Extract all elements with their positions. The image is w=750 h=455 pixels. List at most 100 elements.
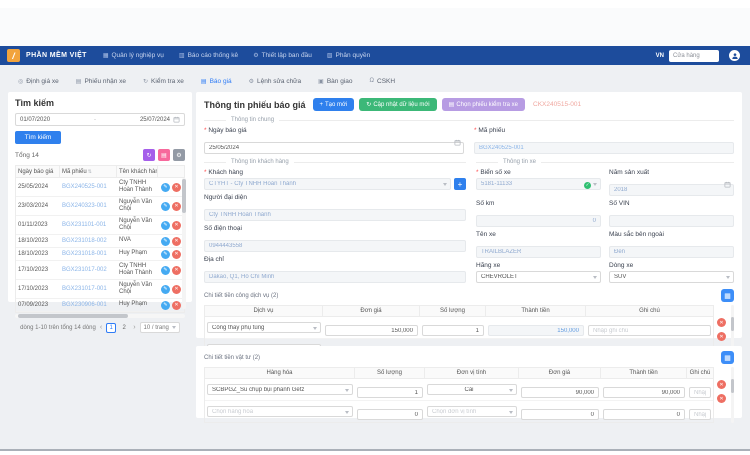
date-range-picker[interactable]: 01/07/2020 - 25/07/2024 xyxy=(15,113,185,126)
add-service-row-button[interactable]: ▦ xyxy=(721,289,734,302)
vehicle-line-select[interactable]: SUV xyxy=(609,271,734,283)
service-qty-input[interactable] xyxy=(422,325,484,336)
menu-item-business[interactable]: ▦ Quản lý nghiệp vụ xyxy=(103,52,164,59)
quote-row[interactable]: 17/10/2023 BGX231017-002 Cty TNHH Hoàn T… xyxy=(16,261,184,280)
quote-row[interactable]: 07/09/2023 BGX230906-001 Huy Phạm ✎ ✕ xyxy=(16,299,184,312)
quote-code-link[interactable]: BGX231018-001 xyxy=(62,251,107,257)
table-icon: ▦ xyxy=(724,354,731,362)
quotes-table: Ngày báo giá Mã phiếu ⇅ Tên khách hàng 25… xyxy=(15,165,186,318)
service-select[interactable]: Công thay phụ tùng xyxy=(207,322,321,333)
reload-icon: ↻ xyxy=(366,102,372,108)
vertical-scrollbar[interactable] xyxy=(182,178,186,309)
tab-phieu-nhan-xe[interactable]: ▤ Phiếu nhận xe xyxy=(76,78,126,85)
menu-item-permissions[interactable]: ▧ Phân quyền xyxy=(327,52,370,59)
scrollbar-thumb[interactable] xyxy=(182,179,186,213)
delete-button[interactable]: ✕ xyxy=(172,201,181,211)
add-part-row-button[interactable]: ▦ xyxy=(721,351,734,364)
quote-row[interactable]: 01/11/2023 BGX231101-001 Nguyễn Văn Chội… xyxy=(16,216,184,235)
part-note-input[interactable] xyxy=(689,409,711,420)
delete-button[interactable]: ✕ xyxy=(172,182,181,192)
quote-date-input[interactable] xyxy=(204,142,464,154)
menu-item-setup[interactable]: ⚙ Thiết lập ban đầu xyxy=(253,52,312,59)
scrollbar-thumb[interactable] xyxy=(18,314,128,318)
quote-code-link[interactable]: BGX231017-001 xyxy=(62,286,107,292)
edit-button[interactable]: ✎ xyxy=(161,300,170,310)
vin-label: Số VIN xyxy=(609,200,630,207)
edit-button[interactable]: ✎ xyxy=(161,236,170,246)
delete-service-row-button[interactable]: ✕ xyxy=(717,318,726,327)
delete-button[interactable]: ✕ xyxy=(172,249,181,259)
tab-lenh-sua-chua[interactable]: ⚙ Lệnh sửa chữa xyxy=(249,78,302,85)
quote-code-link[interactable]: BGX230906-001 xyxy=(62,302,107,308)
brand-select[interactable]: CHEVROLET xyxy=(476,271,601,283)
service-note-input[interactable] xyxy=(588,325,711,336)
quote-code-link[interactable]: BGX240323-001 xyxy=(62,203,107,209)
tab-kiem-tra-xe[interactable]: ↻ Kiểm tra xe xyxy=(143,78,184,85)
quote-row[interactable]: 23/03/2024 BGX240323-001 Nguyễn Văn Chội… xyxy=(16,197,184,216)
scrollbar-thumb[interactable] xyxy=(731,317,734,331)
quote-code-link[interactable]: BGX240525-001 xyxy=(62,184,107,190)
edit-button[interactable]: ✎ xyxy=(161,265,170,275)
plate-select[interactable]: 5181-11133 ✓ xyxy=(476,178,601,190)
delete-button[interactable]: ✕ xyxy=(172,220,181,230)
scrollbar-thumb[interactable] xyxy=(731,379,734,393)
tab-bao-gia[interactable]: ▤ Báo giá xyxy=(201,78,232,85)
settings-button[interactable]: ⚙ xyxy=(173,149,185,161)
menu-item-reports[interactable]: ▥ Báo cáo thống kê xyxy=(179,52,238,59)
edit-icon: ✎ xyxy=(163,251,168,257)
user-avatar[interactable] xyxy=(729,50,740,61)
page-2-button[interactable]: 2 xyxy=(122,324,126,331)
sort-icon[interactable]: ⇅ xyxy=(87,168,92,175)
services-scrollbar[interactable] xyxy=(731,305,734,361)
quote-row[interactable]: 18/10/2023 BGX231018-001 Huy Phạm ✎ ✕ xyxy=(16,248,184,261)
edit-button[interactable]: ✎ xyxy=(161,220,170,230)
edit-button[interactable]: ✎ xyxy=(161,249,170,259)
quote-row[interactable]: 17/10/2023 BGX231017-001 Nguyễn Văn Chội… xyxy=(16,280,184,299)
delete-button[interactable]: ✕ xyxy=(172,236,181,246)
delete-part-row-button[interactable]: ✕ xyxy=(717,380,726,389)
delete-button[interactable]: ✕ xyxy=(172,265,181,275)
edit-button[interactable]: ✎ xyxy=(161,284,170,294)
quotes-pagination: dòng 1-10 trên tổng 14 dòng ‹ 1 2 › 10 /… xyxy=(15,322,185,333)
col-header-actions xyxy=(158,166,184,177)
part-unit-select[interactable]: Chọn đơn vị tính xyxy=(427,406,517,417)
part-qty-input[interactable] xyxy=(357,409,423,420)
tab-dinh-gia-xe[interactable]: ◎ Định giá xe xyxy=(18,78,59,85)
prev-page-button[interactable]: ‹ xyxy=(99,324,103,331)
tab-ban-giao[interactable]: ▣ Bàn giao xyxy=(318,78,352,85)
delete-part-row-button[interactable]: ✕ xyxy=(717,394,726,403)
edit-button[interactable]: ✎ xyxy=(161,182,170,192)
part-select[interactable]: SCBPGZ_Su chụp bụi phanh Getz xyxy=(207,384,353,395)
horizontal-scrollbar[interactable] xyxy=(15,314,185,318)
part-price-input[interactable] xyxy=(521,409,599,420)
create-button[interactable]: + Tạo mới xyxy=(312,98,355,111)
parts-scrollbar[interactable] xyxy=(731,367,734,423)
customer-select[interactable]: CTYHT - Cty TNHH Hoàn Thành xyxy=(204,178,451,190)
edit-button[interactable]: ✎ xyxy=(161,201,170,211)
update-button[interactable]: ↻ Cập nhật dữ liệu mới xyxy=(359,98,437,111)
add-customer-button[interactable]: + xyxy=(454,178,466,190)
search-button[interactable]: Tìm kiếm xyxy=(15,131,61,144)
quote-row[interactable]: 18/10/2023 BGX231018-002 NVA ✎ ✕ xyxy=(16,235,184,248)
part-note-input[interactable] xyxy=(689,387,711,398)
pick-check-sheet-button[interactable]: ▤ Chọn phiếu kiểm tra xe xyxy=(441,98,526,111)
tab-cskh[interactable]: Ω CSKH xyxy=(370,78,396,85)
quote-row[interactable]: 25/05/2024 BGX240525-001 Cty TNHH Hoàn T… xyxy=(16,178,184,197)
page-1-button[interactable]: 1 xyxy=(106,322,117,333)
next-page-button[interactable]: › xyxy=(133,324,136,331)
service-price-input[interactable] xyxy=(325,325,418,336)
quote-code-link[interactable]: BGX231017-002 xyxy=(62,267,107,273)
part-select[interactable]: Chọn hàng hóa xyxy=(207,406,353,417)
part-qty-input[interactable] xyxy=(357,387,423,398)
delete-button[interactable]: ✕ xyxy=(172,300,181,310)
print-button[interactable]: ▤ xyxy=(158,149,170,161)
delete-service-row-button[interactable]: ✕ xyxy=(717,332,726,341)
page-size-select[interactable]: 10 / trang xyxy=(139,322,180,333)
part-price-input[interactable] xyxy=(521,387,599,398)
store-select[interactable]: Cửa hàng xyxy=(669,49,719,62)
part-unit-select[interactable]: Cái xyxy=(427,384,517,395)
quote-code-link[interactable]: BGX231018-002 xyxy=(62,238,107,244)
delete-button[interactable]: ✕ xyxy=(172,284,181,294)
refresh-button[interactable]: ↻ xyxy=(143,149,155,161)
quote-code-link[interactable]: BGX231101-001 xyxy=(62,222,107,228)
